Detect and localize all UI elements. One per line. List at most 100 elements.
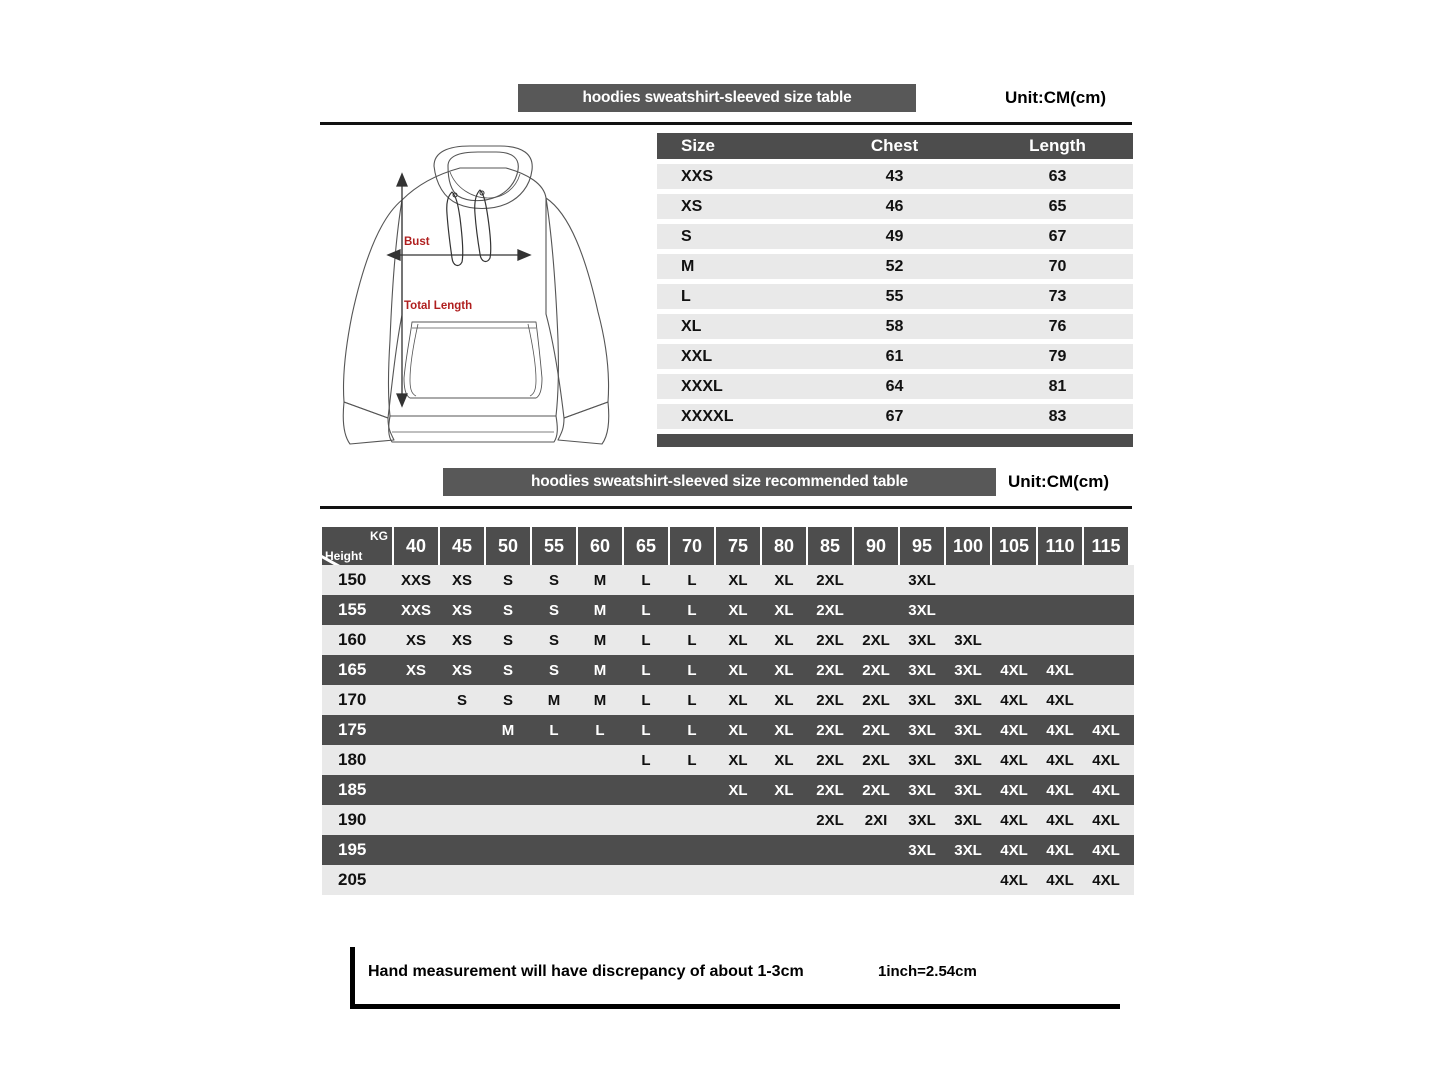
- grid-cell: 4XL: [1000, 691, 1028, 709]
- kg-column-headers: 40 45 50 55 60 65 70 75 80 85 90 95 100 105 110 115: [394, 527, 1128, 565]
- kg-header-85: 85: [808, 527, 852, 565]
- grid-cell: 2XL: [816, 781, 844, 799]
- footer-note: Hand measurement will have discrepancy o…: [350, 947, 1120, 1009]
- grid-cell: L: [641, 601, 651, 619]
- footer-conversion-text: 1inch=2.54cm: [878, 963, 977, 980]
- grid-cell: 4XL: [1046, 721, 1074, 739]
- cell-length: 65: [1048, 197, 1067, 215]
- grid-cell: M: [593, 571, 607, 589]
- grid-cell: 3XL: [908, 781, 936, 799]
- grid-cell: L: [687, 691, 697, 709]
- kg-header-95: 95: [900, 527, 944, 565]
- grid-cell: XL: [728, 601, 748, 619]
- grid-cell: XL: [728, 781, 748, 799]
- grid-cell: XL: [774, 751, 794, 769]
- grid-cell: L: [641, 691, 651, 709]
- col-header-length: Length: [1029, 136, 1086, 155]
- cell-chest: 61: [885, 347, 904, 365]
- grid-cell: 3XL: [908, 631, 936, 649]
- grid-body: 150 XXS XS S S M L L XL XL 2XL 3XL 155 XXS XS S S M L L XL XL…: [322, 565, 1134, 895]
- grid-cell: XL: [728, 661, 748, 679]
- grid-cell: 2XL: [862, 781, 890, 799]
- grid-row-195: 195 3XL 3XL 4XL 4XL 4XL: [322, 835, 1134, 865]
- grid-cell: 4XL: [1092, 751, 1120, 769]
- hoodie-diagram-svg: [342, 145, 610, 445]
- kg-header-50: 50: [486, 527, 530, 565]
- grid-row-190: 190 2XL 2XI 3XL 3XL 4XL 4XL 4XL: [322, 805, 1134, 835]
- grid-cell: 3XL: [908, 661, 936, 679]
- grid-cell: 2XL: [862, 691, 890, 709]
- grid-cell: 2XL: [816, 661, 844, 679]
- cell-length: 67: [1048, 227, 1067, 245]
- grid-header-row: KG Height 40 45 50 55 60 65 70 75 80 85 90 95 100 105…: [322, 527, 1134, 565]
- size-table-row: XXL 61 79: [657, 344, 1133, 369]
- grid-cell: 4XL: [1000, 721, 1028, 739]
- cell-chest: 64: [885, 377, 904, 395]
- grid-cell: 4XL: [1000, 811, 1028, 829]
- grid-cell: XS: [451, 631, 472, 649]
- grid-cell: 2XL: [862, 721, 890, 739]
- hoodie-illustration: Bust Total Length: [330, 140, 640, 460]
- size-table-header-row: Size Chest Length: [657, 133, 1133, 159]
- section1-title-row: hoodies sweatshirt-sleeved size table Un…: [518, 84, 1138, 112]
- grid-cell: 3XL: [908, 691, 936, 709]
- grid-cell: 4XL: [1046, 751, 1074, 769]
- grid-cell: L: [687, 661, 697, 679]
- grid-cell: 2XL: [816, 691, 844, 709]
- grid-cell: 3XL: [908, 601, 936, 619]
- size-table-row: XL 58 76: [657, 314, 1133, 339]
- col-header-size: Size: [681, 136, 716, 155]
- size-table-row: M 52 70: [657, 254, 1133, 279]
- grid-cell: 4XL: [1000, 781, 1028, 799]
- grid-cell: 2XL: [862, 661, 890, 679]
- cell-length: 79: [1048, 347, 1067, 365]
- grid-row-155: 155 XXS XS S S M L L XL XL 2XL 3XL: [322, 595, 1134, 625]
- cell-chest: 58: [885, 317, 904, 335]
- size-table-row: S 49 67: [657, 224, 1133, 249]
- size-table-body: XXS 43 63 XS 46 65 S 49 67 M 52 70 L 55 73 XL 58 76 XXL 61 7…: [657, 164, 1133, 429]
- kg-header-45: 45: [440, 527, 484, 565]
- cell-size: XS: [681, 197, 703, 215]
- grid-cell: 2XI: [864, 811, 888, 829]
- grid-cell: 3XL: [954, 721, 982, 739]
- cell-length: 73: [1048, 287, 1067, 305]
- grid-cell: L: [687, 721, 697, 739]
- kg-header-65: 65: [624, 527, 668, 565]
- corner-height-label: Height: [325, 549, 363, 563]
- cell-size: M: [681, 257, 695, 275]
- grid-cell: 4XL: [1046, 691, 1074, 709]
- size-table-row: L 55 73: [657, 284, 1133, 309]
- cell-size: XXS: [681, 167, 714, 185]
- grid-cell: XS: [451, 571, 472, 589]
- grid-cell: M: [593, 691, 607, 709]
- size-table-row: XXXL 64 81: [657, 374, 1133, 399]
- cell-chest: 46: [885, 197, 904, 215]
- grid-cell: S: [548, 631, 559, 649]
- grid-cell: 4XL: [1046, 661, 1074, 679]
- size-table-row: XXXXL 67 83: [657, 404, 1133, 429]
- grid-cell: 2XL: [862, 631, 890, 649]
- grid-row-205: 205 4XL 4XL 4XL: [322, 865, 1134, 895]
- kg-header-60: 60: [578, 527, 622, 565]
- section2-divider-rule: [320, 506, 1132, 509]
- grid-cell: L: [687, 601, 697, 619]
- kg-header-110: 110: [1038, 527, 1082, 565]
- grid-cell: 3XL: [954, 691, 982, 709]
- kg-header-115: 115: [1084, 527, 1128, 565]
- size-table-bottom-bar: [657, 434, 1133, 447]
- grid-cell: XL: [774, 691, 794, 709]
- grid-cell: L: [641, 721, 651, 739]
- grid-cell: 2XL: [816, 571, 844, 589]
- corner-kg-label: KG: [370, 529, 388, 543]
- height-label-165: 165: [338, 660, 367, 679]
- grid-cell: XL: [728, 571, 748, 589]
- height-label-195: 195: [338, 840, 367, 859]
- grid-cell: 2XL: [816, 601, 844, 619]
- grid-cell: XS: [405, 631, 426, 649]
- grid-cell: XXS: [400, 571, 431, 589]
- grid-cell: 4XL: [1092, 871, 1120, 889]
- grid-cell: L: [641, 631, 651, 649]
- grid-cell: XL: [774, 571, 794, 589]
- section2-title-text: hoodies sweatshirt-sleeved size recommen…: [531, 473, 908, 490]
